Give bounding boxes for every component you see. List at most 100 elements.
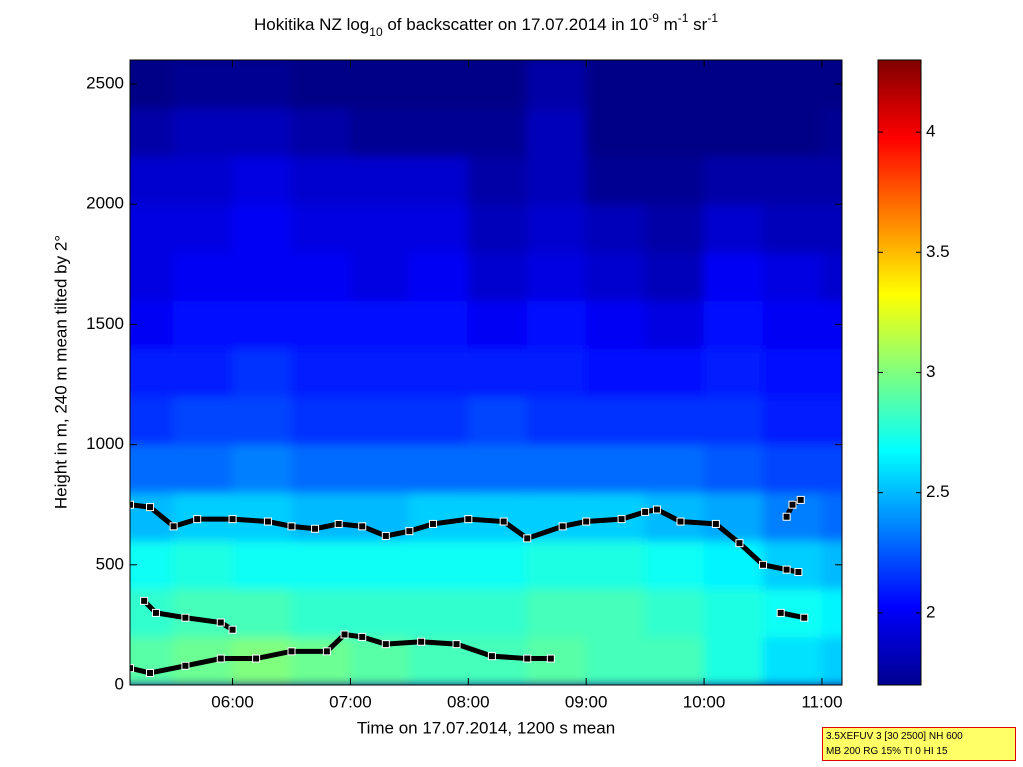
heatmap-cell xyxy=(644,636,705,685)
heatmap-cell xyxy=(349,60,410,109)
heatmap-cell xyxy=(821,155,842,205)
colorbar-tick-label: 3.5 xyxy=(926,242,950,261)
colorbar-tick-label: 2.5 xyxy=(926,482,950,501)
layer-marker xyxy=(487,652,496,661)
heatmap-cell xyxy=(762,60,823,109)
x-tick-label: 09:00 xyxy=(565,692,608,711)
heatmap-cell xyxy=(232,251,292,301)
layer-marker xyxy=(776,608,785,617)
y-tick-label: 500 xyxy=(96,554,124,573)
layer-marker xyxy=(711,519,720,528)
heatmap-cell xyxy=(130,203,175,253)
heatmap-cell xyxy=(644,155,705,205)
heatmap-cell xyxy=(173,107,234,157)
layer-marker xyxy=(181,661,190,670)
heatmap-cell xyxy=(526,60,587,109)
heatmap-cell xyxy=(408,251,469,301)
heatmap-cell xyxy=(762,347,823,398)
heatmap-cell xyxy=(349,107,410,157)
layer-marker xyxy=(782,512,791,521)
heatmap-cell xyxy=(408,155,469,205)
heatmap-cell xyxy=(173,251,234,301)
heatmap-cell xyxy=(644,347,705,398)
heatmap-cell xyxy=(526,588,587,638)
heatmap-cell xyxy=(644,444,705,494)
y-tick-label: 1000 xyxy=(86,434,124,453)
heatmap-cell xyxy=(703,540,764,590)
title-part: 10 xyxy=(369,25,383,39)
heatmap-cell xyxy=(349,299,410,349)
heatmap-cell xyxy=(232,155,292,205)
heatmap-cell xyxy=(821,299,842,349)
heatmap-cell xyxy=(703,396,764,446)
heatmap-cell xyxy=(130,444,175,494)
heatmap-cell xyxy=(644,396,705,446)
heatmap-cell xyxy=(467,588,528,638)
heatmap-cell xyxy=(467,636,528,685)
x-tick-label: 10:00 xyxy=(683,692,726,711)
heatmap-cell xyxy=(585,251,646,301)
heatmap-cell xyxy=(762,107,823,157)
colorbar-tick-label: 3 xyxy=(926,362,935,381)
x-tick-label: 11:00 xyxy=(801,692,842,711)
layer-marker xyxy=(428,519,437,528)
heatmap-cell xyxy=(585,588,646,638)
heatmap-cell xyxy=(130,540,175,590)
heatmap-cell xyxy=(173,540,234,590)
heatmap-cell xyxy=(703,588,764,638)
heatmap-cell xyxy=(290,636,351,685)
heatmap-cell xyxy=(703,492,764,542)
axes: 06:00 07:00 08:00 09:00 10:00 11:00 0 500 1000 15… xyxy=(86,60,950,711)
heatmap-cell xyxy=(762,155,823,205)
heatmap-cell xyxy=(467,444,528,494)
heatmap-cell xyxy=(703,299,764,349)
layer-marker xyxy=(146,668,155,677)
title-part: -9 xyxy=(648,11,659,25)
heatmap-cell xyxy=(232,492,292,542)
heatmap-cell xyxy=(467,60,528,109)
layer-marker xyxy=(358,522,367,531)
x-axis-label: Time on 17.07.2014, 1200 s mean xyxy=(357,718,615,737)
heatmap-cell xyxy=(408,444,469,494)
heatmap-cell xyxy=(232,444,292,494)
y-tick-label: 2500 xyxy=(86,74,124,93)
heatmap-cell xyxy=(644,60,705,109)
layers xyxy=(130,495,809,677)
heatmap-cell xyxy=(467,107,528,157)
heatmap-cell xyxy=(130,60,175,109)
heatmap-cell xyxy=(408,588,469,638)
heatmap-cell xyxy=(349,347,410,398)
heatmap-cell xyxy=(703,60,764,109)
layer-marker xyxy=(652,505,661,514)
heatmap-cell xyxy=(467,251,528,301)
heatmap-cell xyxy=(349,444,410,494)
heatmap-cell xyxy=(526,299,587,349)
layer-marker xyxy=(181,613,190,622)
plot-area xyxy=(130,60,842,685)
heatmap-cell xyxy=(585,60,646,109)
heatmap-cell xyxy=(290,444,351,494)
heatmap-cell xyxy=(232,588,292,638)
layer-marker xyxy=(228,625,237,634)
heatmap-cell xyxy=(173,347,234,398)
layer-marker xyxy=(735,539,744,548)
heatmap-cell xyxy=(130,396,175,446)
heatmap-cell xyxy=(526,396,587,446)
colorbar-tick-label: 4 xyxy=(926,122,935,141)
heatmap-cell xyxy=(703,203,764,253)
heatmap-cell xyxy=(130,155,175,205)
heatmap-cell xyxy=(130,251,175,301)
heatmap-cell xyxy=(585,107,646,157)
layer-marker xyxy=(546,654,555,663)
layer-marker xyxy=(130,500,134,509)
layer-marker xyxy=(169,522,178,531)
layer-marker xyxy=(322,647,331,656)
heatmap-cell xyxy=(821,636,842,685)
heatmap-cell xyxy=(408,203,469,253)
layer-marker xyxy=(641,507,650,516)
heatmap-cell xyxy=(349,251,410,301)
y-tick-label: 1500 xyxy=(86,314,124,333)
heatmap-cell xyxy=(821,203,842,253)
x-tick-label: 08:00 xyxy=(447,692,490,711)
layer-marker xyxy=(193,515,202,524)
